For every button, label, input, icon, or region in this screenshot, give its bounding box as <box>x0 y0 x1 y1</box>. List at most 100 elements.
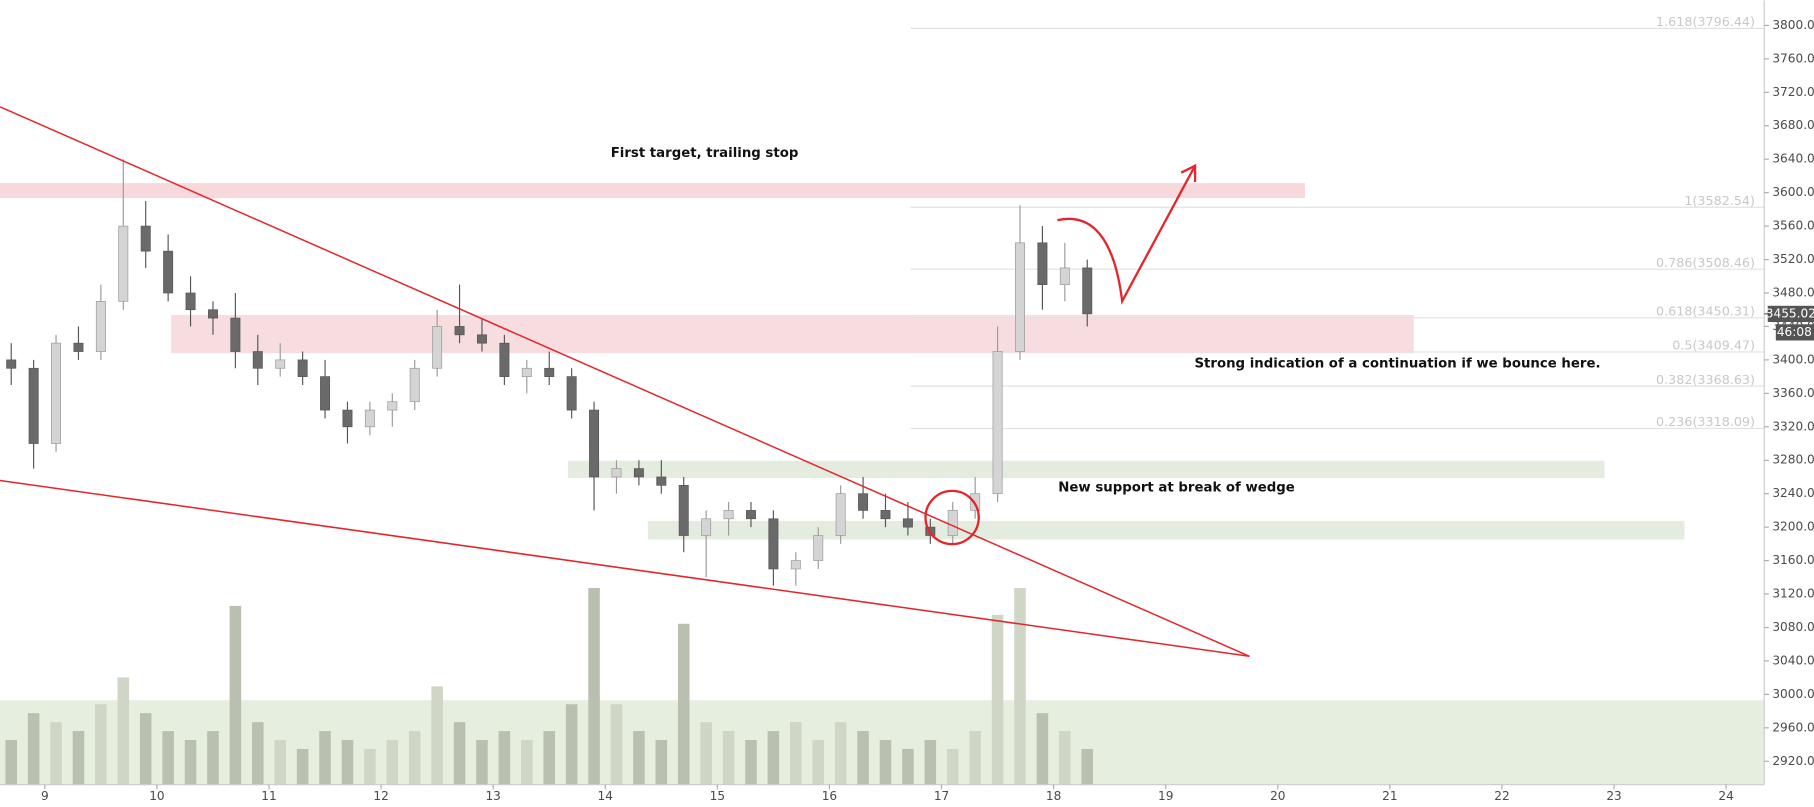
fib-levels: 1.618(3796.44) 1(3582.54) 0.786(3508.46) 0.… <box>910 14 1765 429</box>
candle-body <box>28 367 39 444</box>
volume-bar <box>229 605 242 785</box>
countdown-box <box>1775 324 1814 341</box>
x-tick-label: 19 <box>1158 789 1173 803</box>
y-tick-label: 3680.00 <box>1772 118 1814 132</box>
support-zone <box>647 520 1685 540</box>
candle-body <box>992 351 1003 495</box>
candle-body <box>387 401 398 411</box>
y-tick-label: 2920.00 <box>1772 754 1814 768</box>
candle-body <box>477 334 487 344</box>
volume-bar <box>207 731 219 785</box>
y-tick-label: 3760.00 <box>1772 51 1814 65</box>
volume-bar <box>812 739 825 785</box>
volume-bar <box>610 704 623 785</box>
volume-bar <box>1059 731 1071 785</box>
volume-bar <box>252 722 264 785</box>
candle-body <box>275 359 286 369</box>
x-tick-label: 23 <box>1606 789 1621 803</box>
volume-bar <box>902 748 914 785</box>
candle-body <box>1082 267 1093 315</box>
drawings <box>0 106 1250 658</box>
last-price-label: 3455.02 <box>1766 306 1814 320</box>
volume-bar <box>924 739 937 785</box>
annotation: New support at break of wedge <box>1058 480 1295 495</box>
volume-bar <box>745 739 757 785</box>
volume-bar <box>498 731 511 785</box>
candle-body <box>95 301 106 352</box>
volume-bar <box>5 739 17 785</box>
volume-bar <box>543 731 556 785</box>
y-tick-label: 3600.00 <box>1772 185 1814 199</box>
x-tick-label: 16 <box>822 789 837 803</box>
volume-bar <box>431 686 443 785</box>
volume-bar <box>767 731 780 785</box>
candle-body <box>320 376 331 411</box>
candle-body <box>880 510 891 520</box>
y-tick-label: 2960.00 <box>1772 720 1814 734</box>
candle-body <box>633 468 644 478</box>
candle-body <box>118 225 129 302</box>
y-tick-label: 3480.00 <box>1772 285 1814 299</box>
volume-bar <box>722 731 735 785</box>
volume-bar <box>50 722 62 785</box>
x-tick-label: 15 <box>710 789 725 803</box>
annotation: First target, trailing stop <box>611 146 799 161</box>
fib-label: 0.5(3409.47) <box>1672 338 1755 353</box>
projection-arrow <box>1057 165 1197 305</box>
candle-body <box>566 376 577 411</box>
candle-body <box>746 510 756 520</box>
x-tick-label: 14 <box>598 789 614 803</box>
candle-body <box>409 367 420 403</box>
fib-label: 0.382(3368.63) <box>1656 372 1755 387</box>
candle-body <box>432 326 443 369</box>
axes: 2920.00 2960.00 3000.00 3040.00 3080.00 3120.… <box>41 18 1814 803</box>
fib-label: 0.618(3450.31) <box>1656 304 1755 319</box>
volume-bar <box>700 722 712 785</box>
volume-bar <box>296 748 309 785</box>
candle-body <box>73 342 84 352</box>
candle-body <box>163 250 174 294</box>
candle-body <box>813 535 824 561</box>
fib-label: 1(3582.54) <box>1684 193 1755 208</box>
volume-bar <box>117 677 130 785</box>
candle-body <box>544 367 555 377</box>
volume-bar <box>879 739 892 785</box>
volume-bar <box>274 739 287 785</box>
y-tick-label: 3640.00 <box>1772 152 1814 166</box>
volume-bar <box>364 748 376 785</box>
y-tick-label: 3800.00 <box>1772 18 1814 32</box>
candle-body <box>140 225 151 252</box>
volume-bar <box>72 731 85 785</box>
volume-bar <box>565 704 578 785</box>
target-zone <box>0 183 1305 199</box>
candle-body <box>1015 242 1025 352</box>
y-tick-label: 3080.00 <box>1772 620 1814 634</box>
x-tick-label: 24 <box>1718 789 1734 803</box>
candle-body <box>790 560 801 570</box>
annotation: Strong indication of a continuation if w… <box>1194 357 1600 372</box>
volume-bar <box>655 739 668 785</box>
y-tick-label: 3240.00 <box>1772 486 1814 500</box>
candle-body <box>947 510 958 536</box>
volume-bar <box>969 731 981 785</box>
candles <box>6 159 1093 586</box>
volume-bar <box>521 739 533 785</box>
candle-body <box>207 309 218 319</box>
y-tick-label: 3120.00 <box>1772 587 1814 601</box>
y-tick-label: 3040.00 <box>1772 653 1814 667</box>
y-tick-label: 3000.00 <box>1772 687 1814 701</box>
volume-bar <box>319 731 331 785</box>
volume-bar <box>95 704 107 785</box>
x-tick-label: 20 <box>1270 789 1285 803</box>
support-zone <box>568 460 1605 479</box>
candle-body <box>342 409 353 428</box>
volume-bar <box>162 731 174 785</box>
volume-bar <box>453 722 466 785</box>
candle-body <box>521 367 532 377</box>
y-tick-label: 3400.00 <box>1772 352 1814 366</box>
volume-bar <box>677 623 690 785</box>
x-tick-label: 13 <box>485 789 500 803</box>
